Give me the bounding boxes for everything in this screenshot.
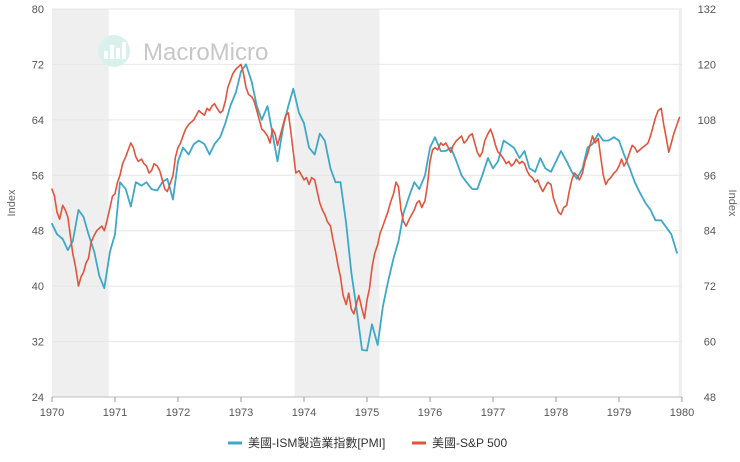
- axes-layer: 24 32 40 48 56 64 72 80 48 60 72 84 96 108 120 132 1970 1…: [6, 4, 738, 419]
- x-tick-label: 1972: [166, 407, 190, 419]
- x-tick-label: 1973: [229, 407, 253, 419]
- x-tick-label: 1979: [607, 407, 631, 419]
- legend: 美國-ISM製造業指數[PMI] 美國-S&P 500: [228, 435, 507, 450]
- recession-shading-layer: [52, 9, 682, 397]
- watermark: MacroMicro: [98, 35, 268, 67]
- y-right-tick-label: 48: [704, 392, 716, 404]
- macromicro-logo-icon: [98, 35, 130, 67]
- series-layer: [51, 63, 681, 352]
- x-tick-label: 1977: [481, 407, 505, 419]
- y-right-tick-label: 84: [704, 226, 716, 238]
- y-right-tick-label: 120: [698, 59, 716, 71]
- legend-label: 美國-S&P 500: [432, 436, 507, 450]
- shaded-period-1: [52, 9, 109, 397]
- y-right-tick-label: 96: [704, 170, 716, 182]
- legend-label: 美國-ISM製造業指數[PMI]: [248, 435, 385, 450]
- y-left-tick-label: 24: [32, 392, 44, 404]
- x-tick-label: 1974: [292, 407, 316, 419]
- x-tick-label: 1980: [670, 407, 694, 419]
- y-left-tick-label: 48: [32, 226, 44, 238]
- y-left-axis-title: Index: [6, 189, 18, 216]
- shaded-period-2: [294, 9, 380, 397]
- y-right-tick-label: 132: [698, 4, 716, 16]
- y-left-tick-label: 72: [32, 59, 44, 71]
- legend-item[interactable]: 美國-ISM製造業指數[PMI]: [228, 435, 385, 450]
- y-left-tick-label: 80: [32, 4, 44, 16]
- x-tick-label: 1970: [40, 407, 64, 419]
- watermark-text: MacroMicro: [143, 39, 268, 66]
- y-left-tick-label: 56: [32, 170, 44, 182]
- x-tick-label: 1975: [355, 407, 379, 419]
- y-right-axis-title: Index: [726, 190, 738, 217]
- y-left-tick-label: 40: [32, 281, 44, 293]
- series-line-2: [51, 63, 681, 320]
- y-right-tick-label: 60: [704, 337, 716, 349]
- shaded-period-3: [678, 9, 682, 397]
- series-line-1: [51, 63, 678, 352]
- y-left-tick-label: 32: [32, 337, 44, 349]
- y-left-tick-label: 64: [32, 115, 44, 127]
- legend-item[interactable]: 美國-S&P 500: [412, 436, 507, 450]
- y-right-tick-label: 108: [698, 115, 716, 127]
- x-tick-label: 1978: [544, 407, 568, 419]
- gridlines-layer: [52, 8, 682, 398]
- x-tick-label: 1976: [418, 407, 442, 419]
- x-tick-label: 1971: [103, 407, 127, 419]
- y-right-tick-label: 72: [704, 281, 716, 293]
